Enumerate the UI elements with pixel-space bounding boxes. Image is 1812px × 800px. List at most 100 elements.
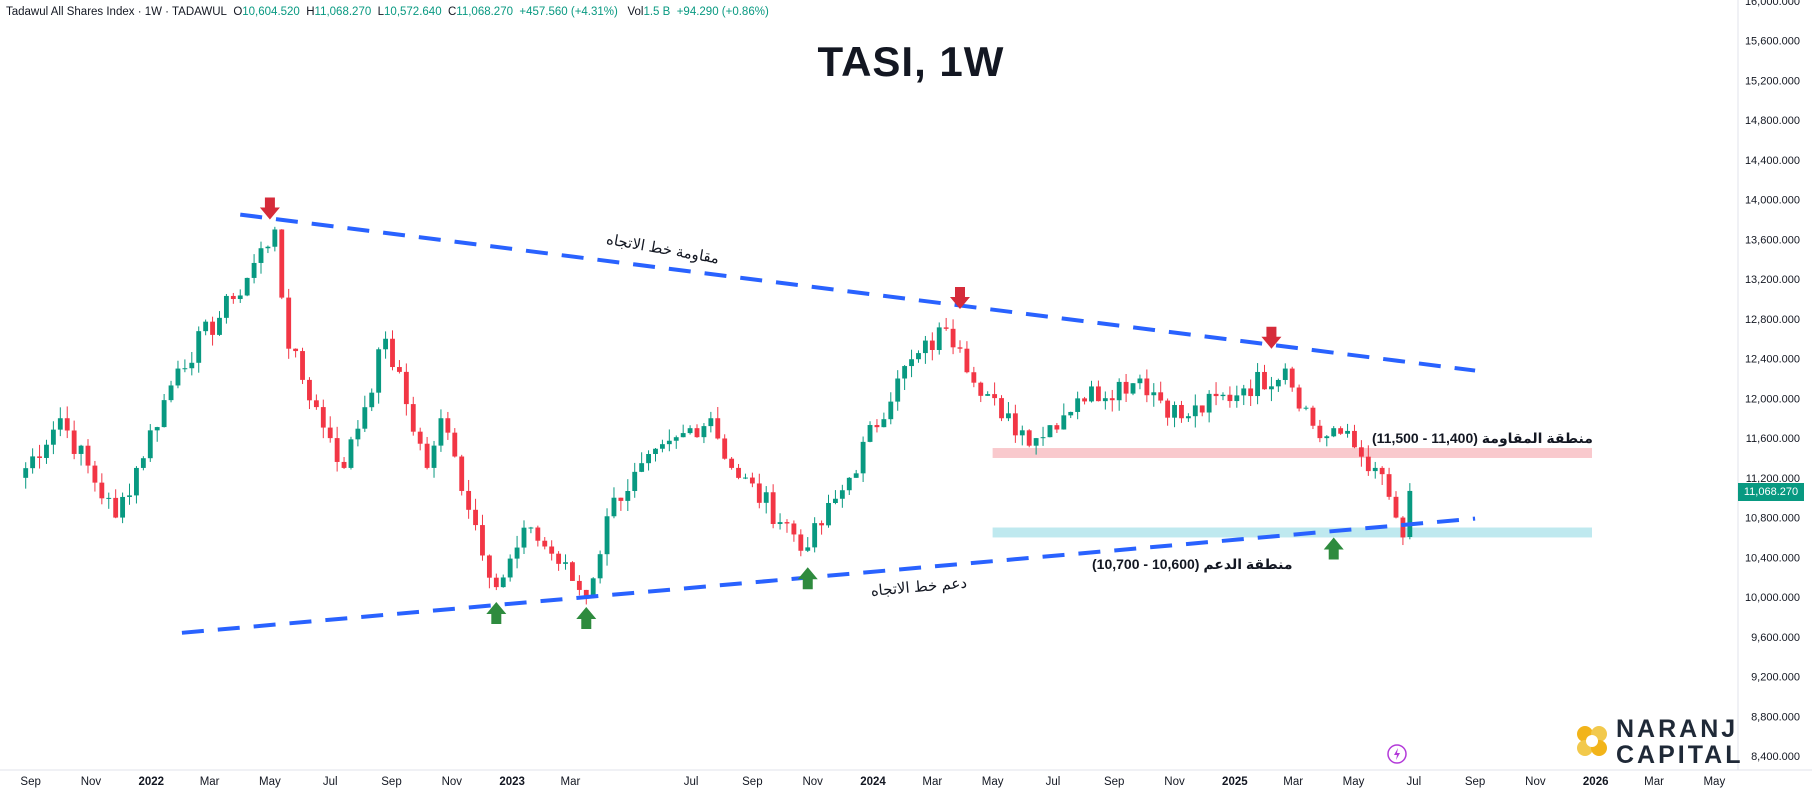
candle-body [1185,416,1191,419]
candle-body [528,527,534,529]
candle-body [1220,394,1226,397]
x-tick-label: 2025 [1222,776,1248,788]
candle [812,517,818,553]
candle-body [701,426,707,438]
candle-body [632,471,638,491]
candle-body [570,562,575,581]
candle [1082,396,1087,405]
candle-body [784,522,790,524]
y-tick-label: 10,000.000 [1745,592,1800,604]
candle-body [964,348,970,373]
candle-body [1075,398,1081,412]
candle-body [888,401,894,420]
x-tick-label: Nov [802,776,823,788]
logo-line1: NARANJ [1616,715,1739,743]
candle [154,426,160,442]
candle-body [1262,371,1267,390]
candle [341,457,347,469]
y-tick-label: 15,600.000 [1745,36,1800,48]
candle [50,421,56,455]
candle-body [1095,386,1101,402]
candle-body [1372,467,1378,472]
candle-body [161,400,167,428]
lightning-icon[interactable] [1386,743,1408,765]
y-tick-label: 8,400.000 [1751,751,1800,763]
candle [1179,400,1184,423]
candle-body [168,385,174,401]
candle [362,395,368,432]
candle-body [1338,428,1344,434]
naranj-logo-icon [1577,726,1607,756]
candle-body [715,418,721,439]
candle-body [881,419,887,428]
candle-body [500,577,506,588]
x-tick-label: May [1703,776,1725,788]
candle-body [120,496,126,518]
candle-body [853,473,859,478]
candle-body [1275,379,1281,387]
candle [438,409,444,452]
candle-body [99,482,105,499]
candle [106,492,112,509]
candle [1310,405,1316,430]
candle-body [1199,405,1205,413]
candle-body [410,404,416,432]
candle-body [867,425,873,442]
candle-body [1158,392,1164,401]
candle [985,391,991,396]
candle [1102,391,1108,410]
candle-body [92,465,98,483]
up-arrow-icon [486,602,507,625]
candle-body [597,554,603,579]
candle-body [403,371,409,405]
candle [1393,491,1399,519]
x-axis: Sep Nov 2022 Mar May Jul Sep Nov 2023 Mar Jul Sep No… [0,769,1812,788]
candle-body [1006,413,1011,419]
symbol-name: Tadawul All Shares Index · 1W · TADAWUL [6,6,227,18]
down-arrow-icon [949,286,970,309]
candle-body [71,430,77,454]
candle [749,472,755,488]
candle-body [874,425,880,428]
up-arrow-icon [797,567,818,590]
x-tick-label: May [1343,776,1365,788]
candle [1192,394,1198,428]
candle-body [694,428,700,438]
candle-body [625,490,631,501]
candle [791,520,797,542]
volume-label: Vol [627,6,644,18]
candle-body [1269,386,1274,390]
candle-body [556,553,562,564]
candle [30,448,36,474]
low-label: L [377,6,385,18]
candle-body [846,477,852,491]
candle-body [666,440,672,445]
candle-body [113,497,119,518]
candle-body [1089,386,1094,402]
x-tick-label: May [982,776,1004,788]
candle-body [1400,517,1406,538]
candle-body [1137,378,1143,384]
candle [784,519,790,533]
candle [659,439,665,453]
candle-body [1172,404,1177,418]
candle-body [805,547,811,551]
candle [1324,435,1330,447]
candle [1289,366,1295,392]
candle [1241,384,1247,406]
candle-body [1061,415,1067,430]
candle-body [320,407,326,428]
candle [452,428,458,458]
y-tick-label: 8,800.000 [1751,711,1800,723]
candle [23,462,29,489]
candle-body [57,418,63,430]
candle [653,448,658,462]
candle-body [604,516,610,555]
candle [466,479,472,519]
candle-body [680,433,686,438]
candle-body [1248,388,1254,397]
candle-body [486,555,492,578]
candle [424,436,430,470]
candle-body [334,438,340,462]
candle [1248,379,1254,407]
